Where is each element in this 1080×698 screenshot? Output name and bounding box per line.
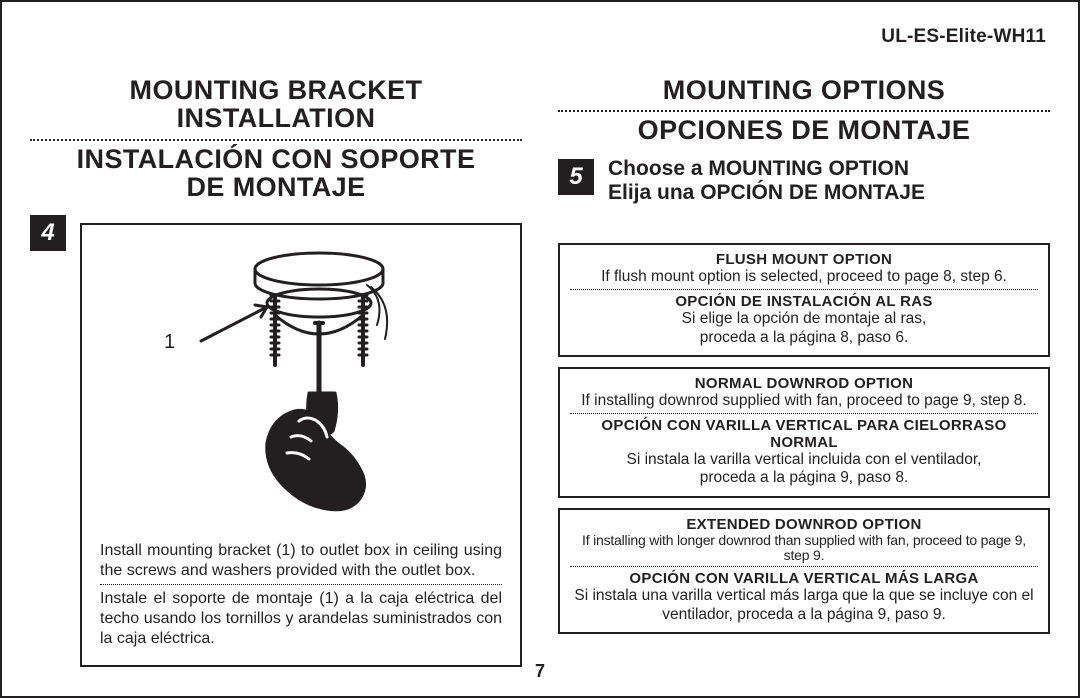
step-4-text-en: Install mounting bracket (1) to outlet b… <box>100 541 502 581</box>
content-columns: MOUNTING BRACKET INSTALLATION INSTALACIÓ… <box>30 76 1050 656</box>
dotted-rule <box>30 139 522 141</box>
option-title-en: FLUSH MOUNT OPTION <box>570 251 1038 268</box>
left-headings: MOUNTING BRACKET INSTALLATION INSTALACIÓ… <box>30 76 522 201</box>
right-heading-es: OPCIONES DE MONTAJE <box>558 116 1050 144</box>
option-es: OPCIÓN CON VARILLA VERTICAL PARA CIELORR… <box>570 417 1038 488</box>
bracket-illustration-icon <box>171 245 431 525</box>
right-heading-en: MOUNTING OPTIONS <box>558 76 1050 104</box>
dotted-rule <box>570 289 1038 290</box>
page-number: 7 <box>2 661 1078 682</box>
option-body-es-2: proceda a la página 8, paso 6. <box>570 329 1038 347</box>
option-es: OPCIÓN DE INSTALACIÓN AL RAS Si elige la… <box>570 293 1038 347</box>
dotted-rule <box>570 566 1038 567</box>
step-5-line-en: Choose a MOUNTING OPTION <box>608 157 925 181</box>
step-number-5: 5 <box>558 159 594 195</box>
option-body-en: If installing with longer downrod than s… <box>570 533 1038 564</box>
dotted-rule <box>570 413 1038 414</box>
option-title-en: NORMAL DOWNROD OPTION <box>570 375 1038 392</box>
right-column: MOUNTING OPTIONS OPCIONES DE MONTAJE 5 C… <box>558 76 1050 656</box>
option-extended-downrod: EXTENDED DOWNROD OPTION If installing wi… <box>558 508 1050 634</box>
figure-4-illustration: 1 <box>100 235 502 535</box>
option-en: NORMAL DOWNROD OPTION If installing down… <box>570 375 1038 410</box>
option-body-es-2: ventilador, proceda a la página 9, paso … <box>570 606 1038 624</box>
mounting-options-list: FLUSH MOUNT OPTION If flush mount option… <box>558 243 1050 634</box>
left-column: MOUNTING BRACKET INSTALLATION INSTALACIÓ… <box>30 76 522 656</box>
option-title-es: OPCIÓN CON VARILLA VERTICAL MÁS LARGA <box>570 570 1038 587</box>
dotted-rule <box>100 584 502 585</box>
option-body-en: If flush mount option is selected, proce… <box>570 268 1038 286</box>
option-body-es-1: Si elige la opción de montaje al ras, <box>570 310 1038 328</box>
option-body-es-1: Si instala una varilla vertical más larg… <box>570 587 1038 605</box>
option-body-en: If installing downrod supplied with fan,… <box>570 392 1038 410</box>
step-number-4: 4 <box>30 215 66 251</box>
left-heading-en: MOUNTING BRACKET INSTALLATION <box>30 76 522 133</box>
step-5-text: Choose a MOUNTING OPTION Elija una OPCIÓ… <box>608 157 925 205</box>
step-5-line-es: Elija una OPCIÓN DE MONTAJE <box>608 181 925 205</box>
step-4-row: 4 1 <box>30 215 522 667</box>
right-headings: MOUNTING OPTIONS OPCIONES DE MONTAJE <box>558 76 1050 145</box>
left-heading-es-2: DE MONTAJE <box>30 173 522 201</box>
option-normal-downrod: NORMAL DOWNROD OPTION If installing down… <box>558 367 1050 498</box>
step-4-text-es: Instale el soporte de montaje (1) a la c… <box>100 589 502 649</box>
figure-4-box: 1 <box>80 223 522 667</box>
option-en: EXTENDED DOWNROD OPTION If installing wi… <box>570 516 1038 564</box>
step-5-row: 5 Choose a MOUNTING OPTION Elija una OPC… <box>558 159 1050 205</box>
manual-page: UL-ES-Elite-WH11 MOUNTING BRACKET INSTAL… <box>0 0 1080 698</box>
left-heading-es-1: INSTALACIÓN CON SOPORTE <box>30 145 522 173</box>
option-title-en: EXTENDED DOWNROD OPTION <box>570 516 1038 533</box>
option-body-es-2: proceda a la página 9, paso 8. <box>570 469 1038 487</box>
dotted-rule <box>558 110 1050 112</box>
option-title-es: OPCIÓN CON VARILLA VERTICAL PARA CIELORR… <box>570 417 1038 451</box>
callout-label-1: 1 <box>164 331 175 354</box>
document-id: UL-ES-Elite-WH11 <box>881 26 1046 48</box>
option-en: FLUSH MOUNT OPTION If flush mount option… <box>570 251 1038 286</box>
option-flush-mount: FLUSH MOUNT OPTION If flush mount option… <box>558 243 1050 357</box>
option-title-es: OPCIÓN DE INSTALACIÓN AL RAS <box>570 293 1038 310</box>
option-body-es-1: Si instala la varilla vertical incluida … <box>570 451 1038 469</box>
option-es: OPCIÓN CON VARILLA VERTICAL MÁS LARGA Si… <box>570 570 1038 624</box>
